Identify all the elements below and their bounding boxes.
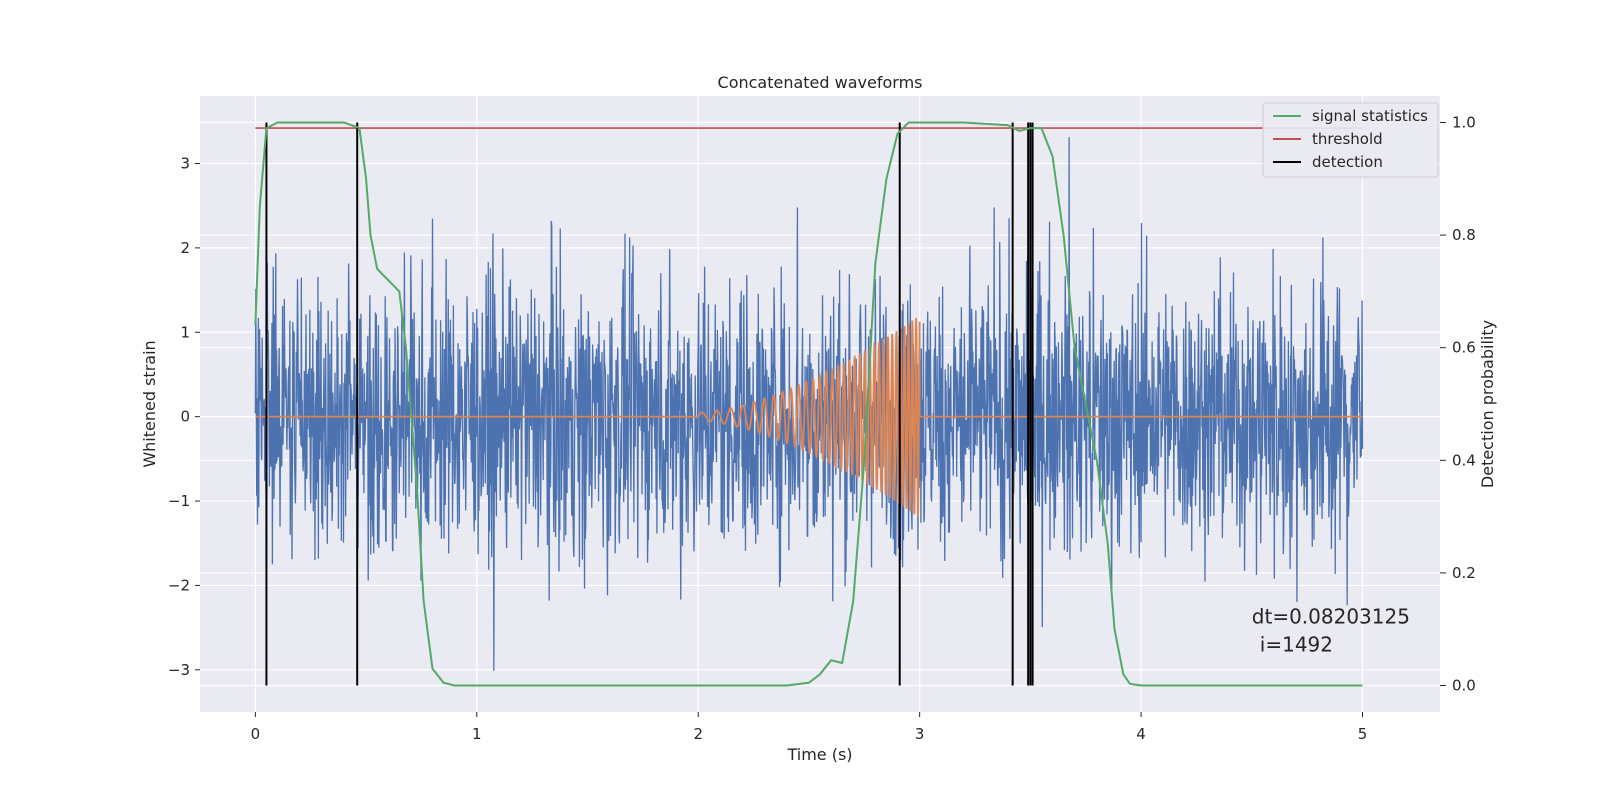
legend-label-signal-statistics: signal statistics	[1312, 107, 1428, 125]
y-tick-label-3: 0	[180, 408, 190, 426]
annotation-line-2: i=1492	[1260, 632, 1333, 656]
y2-tick-label-1: 0.2	[1452, 564, 1476, 582]
strain-line	[254, 137, 1364, 671]
x-axis-ticks: 0 1 2 3 4 5	[251, 712, 1368, 743]
legend: signal statistics threshold detection	[1262, 102, 1439, 178]
left-axis-ticks: −3 −2 −1 0 1 2 3	[168, 155, 200, 679]
y-tick-label-2: −1	[168, 492, 190, 510]
x-tick-label-2: 2	[693, 725, 703, 743]
signal-statistics-line	[254, 121, 1363, 687]
signal-statistics-series	[254, 121, 1363, 687]
legend-label-threshold: threshold	[1312, 130, 1383, 148]
annotation: dt=0.08203125 i=1492	[1252, 604, 1410, 656]
y-tick-label-5: 2	[180, 239, 190, 257]
waveform-chirp	[697, 317, 921, 517]
y-axis-label: Whitened strain	[140, 340, 159, 467]
y2-axis-label: Detection probability	[1478, 320, 1497, 488]
legend-box	[1262, 102, 1439, 178]
y2-tick-label-0: 0.0	[1452, 677, 1476, 695]
y2-tick-label-4: 0.8	[1452, 226, 1476, 244]
waveform-series	[255, 317, 1363, 517]
x-tick-label-3: 3	[915, 725, 925, 743]
y-tick-label-6: 3	[180, 155, 190, 173]
strain-series	[254, 137, 1364, 671]
chart-title: Concatenated waveforms	[718, 73, 923, 92]
annotation-line-1: dt=0.08203125	[1252, 604, 1410, 628]
y2-tick-label-5: 1.0	[1452, 113, 1476, 131]
y-tick-label-0: −3	[168, 661, 190, 679]
x-tick-label-0: 0	[251, 725, 261, 743]
right-axis-ticks: 0.0 0.2 0.4 0.6 0.8 1.0	[1440, 113, 1476, 695]
detection-series	[265, 122, 1034, 686]
y2-tick-label-2: 0.4	[1452, 451, 1476, 469]
x-axis-label: Time (s)	[786, 745, 852, 764]
x-tick-label-1: 1	[472, 725, 482, 743]
y-tick-label-4: 1	[180, 323, 190, 341]
x-tick-label-4: 4	[1136, 725, 1146, 743]
y2-tick-label-3: 0.6	[1452, 339, 1476, 357]
legend-label-detection: detection	[1312, 153, 1383, 171]
y-tick-label-1: −2	[168, 576, 190, 594]
x-tick-label-5: 5	[1358, 725, 1368, 743]
